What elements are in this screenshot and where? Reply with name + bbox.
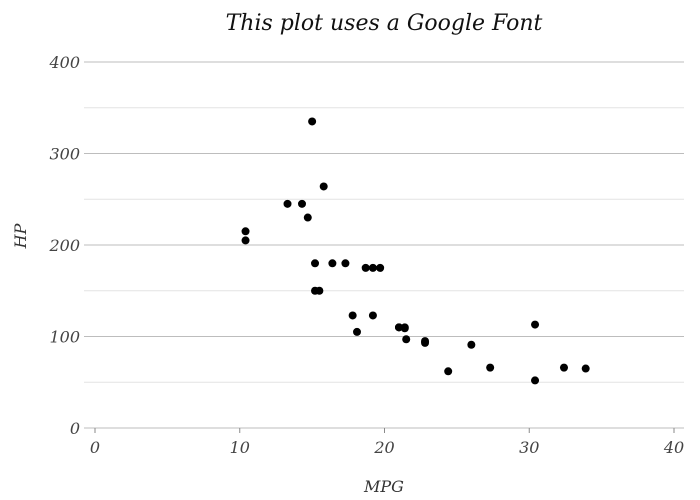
data-point bbox=[400, 324, 409, 333]
data-points bbox=[241, 117, 590, 385]
data-point bbox=[311, 286, 320, 295]
data-point bbox=[303, 213, 312, 222]
y-tick-label: 200 bbox=[48, 236, 80, 255]
x-tick-label: 20 bbox=[373, 438, 394, 457]
data-point bbox=[241, 236, 250, 245]
data-point bbox=[308, 117, 317, 126]
x-tick-label: 10 bbox=[230, 438, 250, 457]
y-tick-label: 100 bbox=[49, 328, 80, 347]
axis-ticks: 0 100 200 300 400 0 10 20 30 40 bbox=[48, 53, 684, 457]
y-tick-label: 300 bbox=[49, 145, 80, 164]
data-point bbox=[421, 337, 430, 346]
y-axis-label: HP bbox=[11, 223, 30, 249]
data-point bbox=[341, 259, 350, 268]
data-point bbox=[319, 182, 328, 191]
data-point bbox=[402, 335, 411, 344]
data-point bbox=[328, 259, 337, 268]
data-point bbox=[311, 259, 320, 268]
data-point bbox=[486, 363, 495, 372]
data-point bbox=[559, 363, 568, 372]
data-point bbox=[531, 376, 540, 385]
data-point bbox=[352, 327, 361, 336]
y-tick-label: 0 bbox=[70, 419, 80, 438]
data-point bbox=[361, 263, 370, 272]
x-axis-label: MPG bbox=[363, 477, 404, 496]
data-point bbox=[444, 367, 453, 376]
data-point bbox=[376, 263, 385, 272]
grid-lines bbox=[84, 61, 684, 429]
chart-title: This plot uses a Google Font bbox=[226, 11, 543, 36]
x-tick-label: 0 bbox=[90, 438, 100, 457]
data-point bbox=[368, 311, 377, 320]
data-point bbox=[241, 227, 250, 236]
data-point bbox=[283, 199, 292, 208]
data-point bbox=[467, 340, 476, 349]
y-tick-label: 400 bbox=[48, 53, 80, 72]
data-point bbox=[348, 311, 357, 320]
x-tick-label: 30 bbox=[519, 438, 539, 457]
data-point bbox=[581, 364, 590, 373]
data-point bbox=[297, 199, 306, 208]
x-tick-label: 40 bbox=[663, 438, 684, 457]
data-point bbox=[368, 263, 377, 272]
data-point bbox=[531, 320, 540, 329]
